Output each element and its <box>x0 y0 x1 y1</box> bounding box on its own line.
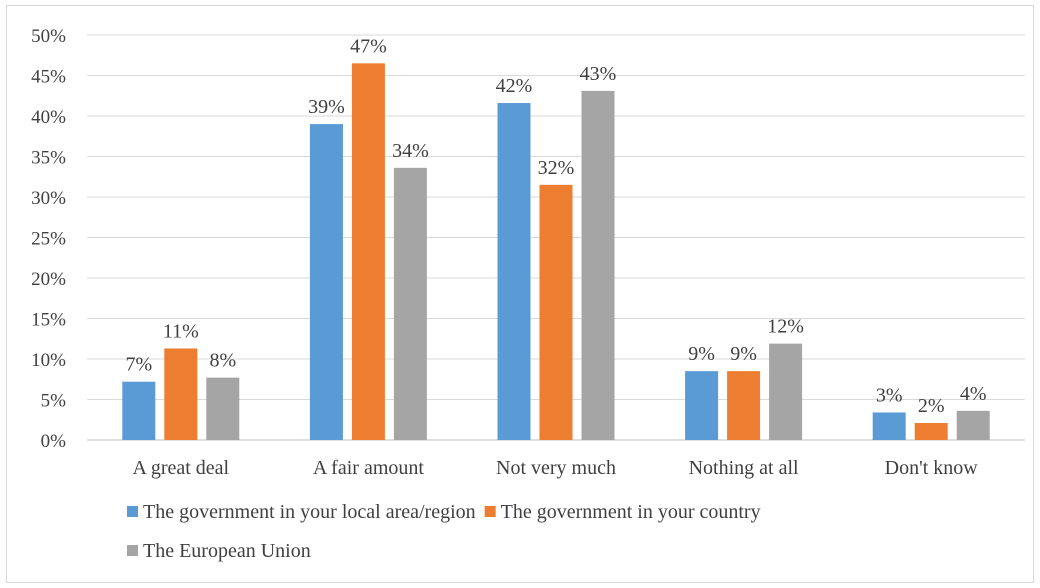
y-tick-label: 15% <box>31 310 66 331</box>
y-tick-label: 20% <box>31 269 66 290</box>
bar <box>769 343 803 440</box>
data-labels: 7% 11% 8% 39% 47% 34% 42% 32% 43% 9% 9% 12% 3% 2% 4% <box>125 35 986 417</box>
data-label: 34% <box>392 140 429 162</box>
data-label: 3% <box>876 384 903 406</box>
y-tick-label: 45% <box>31 67 66 88</box>
bar <box>122 381 156 440</box>
bar <box>539 184 573 440</box>
category-label: A fair amount <box>313 457 425 479</box>
data-label: 9% <box>730 343 757 365</box>
category-label: Not very much <box>496 457 616 479</box>
y-tick-label: 35% <box>31 148 66 169</box>
data-label: 7% <box>125 354 152 376</box>
data-label: 43% <box>580 63 617 85</box>
legend-swatch <box>484 506 496 517</box>
bar <box>393 167 427 440</box>
bar <box>351 63 385 440</box>
bars <box>122 63 990 440</box>
legend-label: The government in your country <box>501 501 761 523</box>
legend-swatch <box>127 506 138 517</box>
data-label: 32% <box>538 157 575 179</box>
bar <box>164 348 198 440</box>
gridlines <box>87 34 1025 441</box>
y-tick-label: 40% <box>31 107 66 128</box>
legend-swatch <box>127 545 138 556</box>
category-label: A great deal <box>132 457 229 479</box>
y-tick-label: 10% <box>31 350 66 371</box>
y-tick-label: 25% <box>31 229 66 250</box>
bar <box>685 371 719 440</box>
bar <box>956 410 990 440</box>
y-tick-label: 50% <box>31 26 66 47</box>
y-tick-label: 0% <box>41 431 67 452</box>
legend-label: The European Union <box>143 540 311 562</box>
data-label: 12% <box>767 316 804 338</box>
data-label: 42% <box>496 75 533 97</box>
bar <box>206 377 240 440</box>
data-label: 4% <box>960 383 987 405</box>
data-label: 9% <box>688 343 715 365</box>
legend-label: The government in your local area/region <box>143 501 476 523</box>
y-tick-label: 30% <box>31 188 66 209</box>
bar <box>497 103 531 440</box>
legend: The government in your local area/region… <box>127 501 761 562</box>
category-label: Nothing at all <box>689 457 799 479</box>
y-tick-label: 5% <box>41 391 67 412</box>
data-label: 47% <box>350 35 387 57</box>
bar <box>309 124 343 440</box>
bar <box>914 422 948 440</box>
y-axis-ticks: 0% 5% 10% 15% 20% 25% 30% 35% 40% 45% 50% <box>31 26 66 452</box>
data-label: 8% <box>209 350 236 372</box>
category-label: Don't know <box>885 457 979 479</box>
bar <box>872 412 906 440</box>
data-label: 11% <box>163 320 199 342</box>
data-label: 2% <box>918 395 945 417</box>
bar <box>727 371 761 440</box>
data-label: 39% <box>308 96 345 118</box>
x-axis-categories: A great deal A fair amount Not very much No… <box>132 457 978 479</box>
bar <box>581 90 615 440</box>
